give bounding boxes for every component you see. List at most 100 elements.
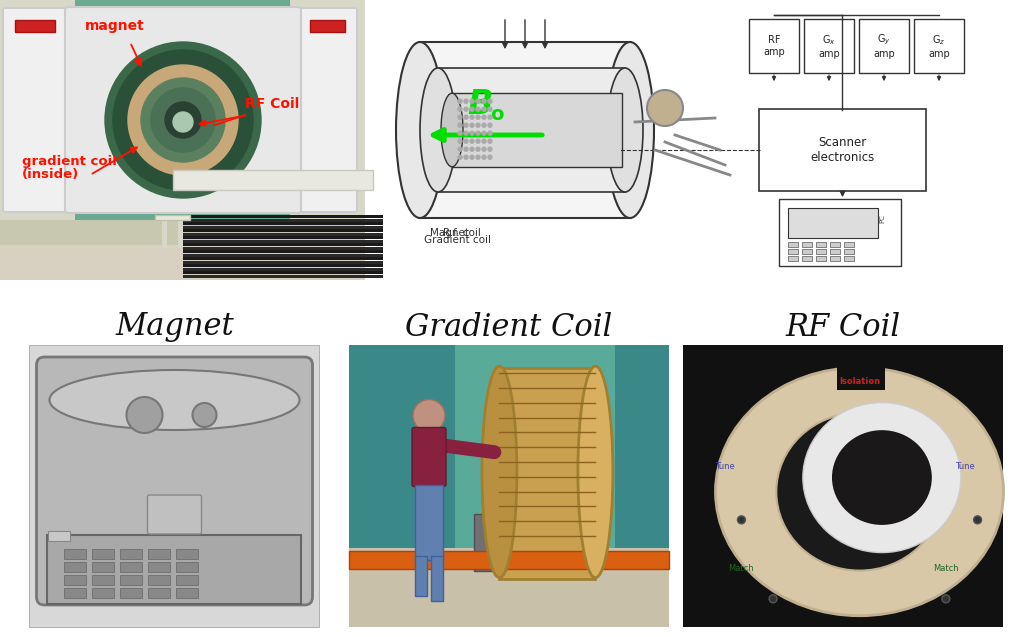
- Circle shape: [488, 99, 492, 103]
- Text: Scanner
electronics: Scanner electronics: [810, 136, 874, 164]
- Circle shape: [476, 131, 480, 135]
- Bar: [120, 588, 143, 598]
- FancyBboxPatch shape: [162, 220, 167, 248]
- FancyBboxPatch shape: [183, 257, 383, 260]
- Text: R.f. coil: R.f. coil: [443, 228, 480, 238]
- FancyBboxPatch shape: [48, 535, 301, 604]
- FancyBboxPatch shape: [183, 261, 383, 264]
- Bar: [788, 256, 798, 261]
- Ellipse shape: [578, 366, 613, 578]
- FancyBboxPatch shape: [290, 0, 365, 220]
- FancyBboxPatch shape: [474, 514, 500, 571]
- FancyBboxPatch shape: [183, 275, 383, 278]
- FancyBboxPatch shape: [415, 485, 443, 559]
- Bar: [149, 549, 170, 559]
- Circle shape: [482, 140, 486, 143]
- Circle shape: [482, 99, 486, 103]
- Text: Isolation: Isolation: [839, 378, 881, 387]
- Circle shape: [476, 123, 480, 127]
- FancyBboxPatch shape: [65, 7, 301, 213]
- Ellipse shape: [482, 366, 517, 578]
- Circle shape: [476, 155, 480, 159]
- FancyBboxPatch shape: [0, 285, 1018, 637]
- Circle shape: [142, 78, 225, 162]
- Text: Magnet: Magnet: [431, 228, 469, 238]
- FancyBboxPatch shape: [183, 247, 383, 250]
- Circle shape: [470, 115, 474, 119]
- Circle shape: [105, 42, 261, 198]
- FancyBboxPatch shape: [683, 345, 1004, 627]
- Circle shape: [942, 595, 950, 603]
- Bar: [176, 588, 199, 598]
- Circle shape: [470, 107, 474, 111]
- Circle shape: [464, 115, 468, 119]
- FancyBboxPatch shape: [415, 555, 427, 596]
- Bar: [830, 242, 840, 247]
- Circle shape: [482, 107, 486, 111]
- Circle shape: [488, 107, 492, 111]
- Bar: [816, 242, 826, 247]
- Circle shape: [470, 155, 474, 159]
- Ellipse shape: [777, 413, 943, 571]
- Circle shape: [476, 107, 480, 111]
- Bar: [93, 549, 114, 559]
- Ellipse shape: [716, 368, 1004, 616]
- Text: RF Coil: RF Coil: [245, 97, 299, 111]
- FancyBboxPatch shape: [30, 345, 320, 627]
- Circle shape: [470, 131, 474, 135]
- FancyBboxPatch shape: [183, 222, 383, 225]
- Bar: [64, 575, 87, 585]
- Text: Tune: Tune: [716, 462, 735, 471]
- FancyBboxPatch shape: [837, 356, 885, 390]
- FancyBboxPatch shape: [0, 0, 75, 220]
- Circle shape: [464, 123, 468, 127]
- FancyBboxPatch shape: [804, 19, 854, 73]
- Ellipse shape: [716, 485, 1004, 515]
- FancyBboxPatch shape: [173, 170, 373, 190]
- Circle shape: [165, 102, 201, 138]
- FancyBboxPatch shape: [431, 555, 443, 601]
- Circle shape: [482, 123, 486, 127]
- FancyBboxPatch shape: [420, 42, 630, 218]
- Bar: [816, 249, 826, 254]
- FancyBboxPatch shape: [15, 20, 55, 32]
- Text: RF
amp: RF amp: [764, 35, 785, 57]
- Bar: [64, 588, 87, 598]
- Text: B: B: [467, 89, 493, 122]
- Bar: [149, 562, 170, 572]
- Bar: [816, 256, 826, 261]
- Circle shape: [126, 397, 163, 433]
- Bar: [149, 575, 170, 585]
- FancyBboxPatch shape: [0, 0, 360, 220]
- FancyBboxPatch shape: [412, 427, 446, 487]
- Text: (inside): (inside): [22, 168, 79, 181]
- Bar: [176, 562, 199, 572]
- Bar: [788, 242, 798, 247]
- Bar: [176, 575, 199, 585]
- Ellipse shape: [50, 370, 299, 430]
- FancyBboxPatch shape: [183, 215, 383, 218]
- Circle shape: [488, 131, 492, 135]
- Circle shape: [458, 123, 462, 127]
- Circle shape: [488, 147, 492, 151]
- Bar: [93, 588, 114, 598]
- Circle shape: [647, 90, 683, 126]
- Bar: [830, 256, 840, 261]
- FancyBboxPatch shape: [349, 345, 669, 627]
- FancyBboxPatch shape: [183, 218, 383, 222]
- Text: Match: Match: [728, 564, 754, 573]
- FancyBboxPatch shape: [788, 208, 878, 238]
- Bar: [120, 575, 143, 585]
- Text: Gradient coil: Gradient coil: [425, 235, 492, 245]
- FancyBboxPatch shape: [749, 19, 799, 73]
- Text: Gradient Coil: Gradient Coil: [405, 311, 613, 343]
- FancyBboxPatch shape: [452, 93, 622, 167]
- Bar: [830, 249, 840, 254]
- Circle shape: [458, 140, 462, 143]
- Text: Tune: Tune: [955, 462, 975, 471]
- Bar: [844, 249, 854, 254]
- Circle shape: [488, 155, 492, 159]
- Circle shape: [458, 99, 462, 103]
- Text: RF Coil: RF Coil: [786, 311, 901, 343]
- Bar: [64, 549, 87, 559]
